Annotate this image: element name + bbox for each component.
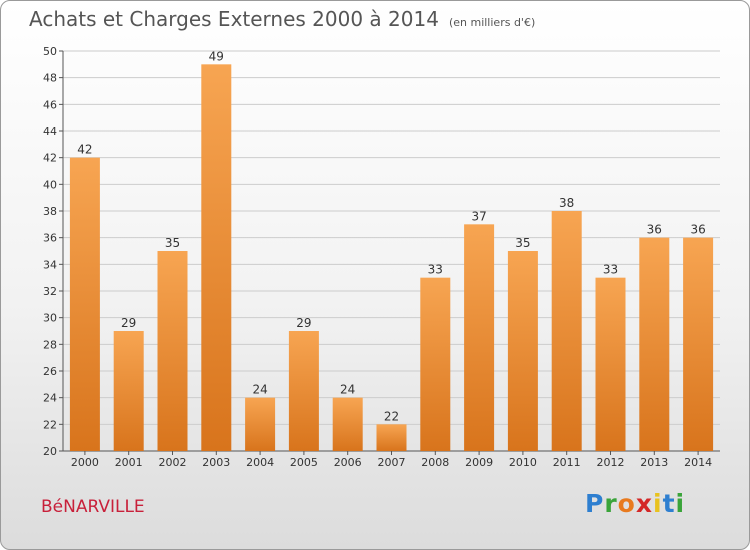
x-tick-label: 2002 (159, 456, 187, 469)
data-label: 22 (384, 409, 399, 423)
bar (464, 224, 495, 451)
bar (332, 397, 363, 451)
y-tick-label: 24 (43, 392, 57, 405)
x-tick-label: 2003 (202, 456, 230, 469)
bar (288, 331, 319, 451)
logo-letter: i (675, 489, 686, 518)
y-tick-label: 26 (43, 365, 57, 378)
x-tick-label: 2000 (71, 456, 99, 469)
x-tick-label: 2011 (553, 456, 581, 469)
bar (69, 157, 100, 451)
bar (376, 424, 407, 451)
logo-letter: i (653, 489, 663, 518)
data-label: 42 (77, 143, 92, 157)
data-label: 37 (471, 209, 486, 223)
y-tick-label: 30 (43, 312, 57, 325)
logo-letter: x (635, 489, 653, 518)
data-label: 38 (559, 196, 574, 210)
y-tick-label: 28 (43, 338, 57, 351)
data-label: 29 (121, 316, 136, 330)
x-tick-label: 2004 (246, 456, 274, 469)
y-tick-label: 36 (43, 232, 57, 245)
y-tick-label: 34 (43, 258, 57, 271)
title-text: Achats et Charges Externes 2000 à 2014 (29, 7, 439, 31)
x-tick-label: 2008 (421, 456, 449, 469)
data-label: 36 (647, 223, 662, 237)
y-tick-label: 42 (43, 152, 57, 165)
data-label: 24 (340, 383, 355, 397)
x-tick-label: 2012 (597, 456, 625, 469)
y-tick-label: 44 (43, 125, 57, 138)
bars (69, 64, 714, 452)
bar (595, 277, 626, 451)
bar (157, 251, 188, 451)
x-tick-label: 2005 (290, 456, 318, 469)
x-tick-label: 2013 (640, 456, 668, 469)
data-labels: 42 29 35 49 24 29 24 22 33 37 35 38 33 36 36 (77, 49, 705, 423)
bar (113, 331, 144, 451)
data-label: 33 (428, 263, 443, 277)
x-tick-label: 2009 (465, 456, 493, 469)
proxiti-logo: Proxiti (585, 489, 685, 518)
bar (551, 211, 582, 451)
logo-letter: t (662, 489, 676, 518)
x-tick-label: 2001 (115, 456, 143, 469)
logo-letter: o (617, 489, 636, 518)
bar (201, 64, 232, 452)
y-tick-label: 40 (43, 178, 57, 191)
data-label: 24 (252, 383, 267, 397)
x-tick-label: 2007 (378, 456, 406, 469)
bar (420, 277, 451, 451)
data-label: 35 (165, 236, 180, 250)
chart-subtitle: (en milliers d'€) (448, 16, 536, 29)
data-label: 29 (296, 316, 311, 330)
y-tick-label: 50 (43, 45, 57, 58)
commune-name: BéNARVILLE (41, 497, 145, 517)
data-label: 36 (690, 223, 705, 237)
bar (507, 251, 538, 451)
chart-title: Achats et Charges Externes 2000 à 2014 (e… (29, 7, 535, 31)
y-tick-label: 22 (43, 418, 57, 431)
data-label: 35 (515, 236, 530, 250)
data-label: 49 (209, 49, 224, 63)
bar (245, 397, 276, 451)
x-tick-label: 2010 (509, 456, 537, 469)
y-tick-label: 20 (43, 445, 57, 458)
data-label: 33 (603, 263, 618, 277)
y-tick-label: 48 (43, 72, 57, 85)
y-tick-label: 46 (43, 98, 57, 111)
y-tick-label: 32 (43, 285, 57, 298)
bar (639, 237, 670, 451)
y-tick-label: 38 (43, 205, 57, 218)
x-tick-label: 2014 (684, 456, 712, 469)
x-tick-label: 2006 (334, 456, 362, 469)
logo-letter: r (604, 489, 618, 518)
bar (683, 237, 714, 451)
logo-letter: P (585, 489, 605, 518)
